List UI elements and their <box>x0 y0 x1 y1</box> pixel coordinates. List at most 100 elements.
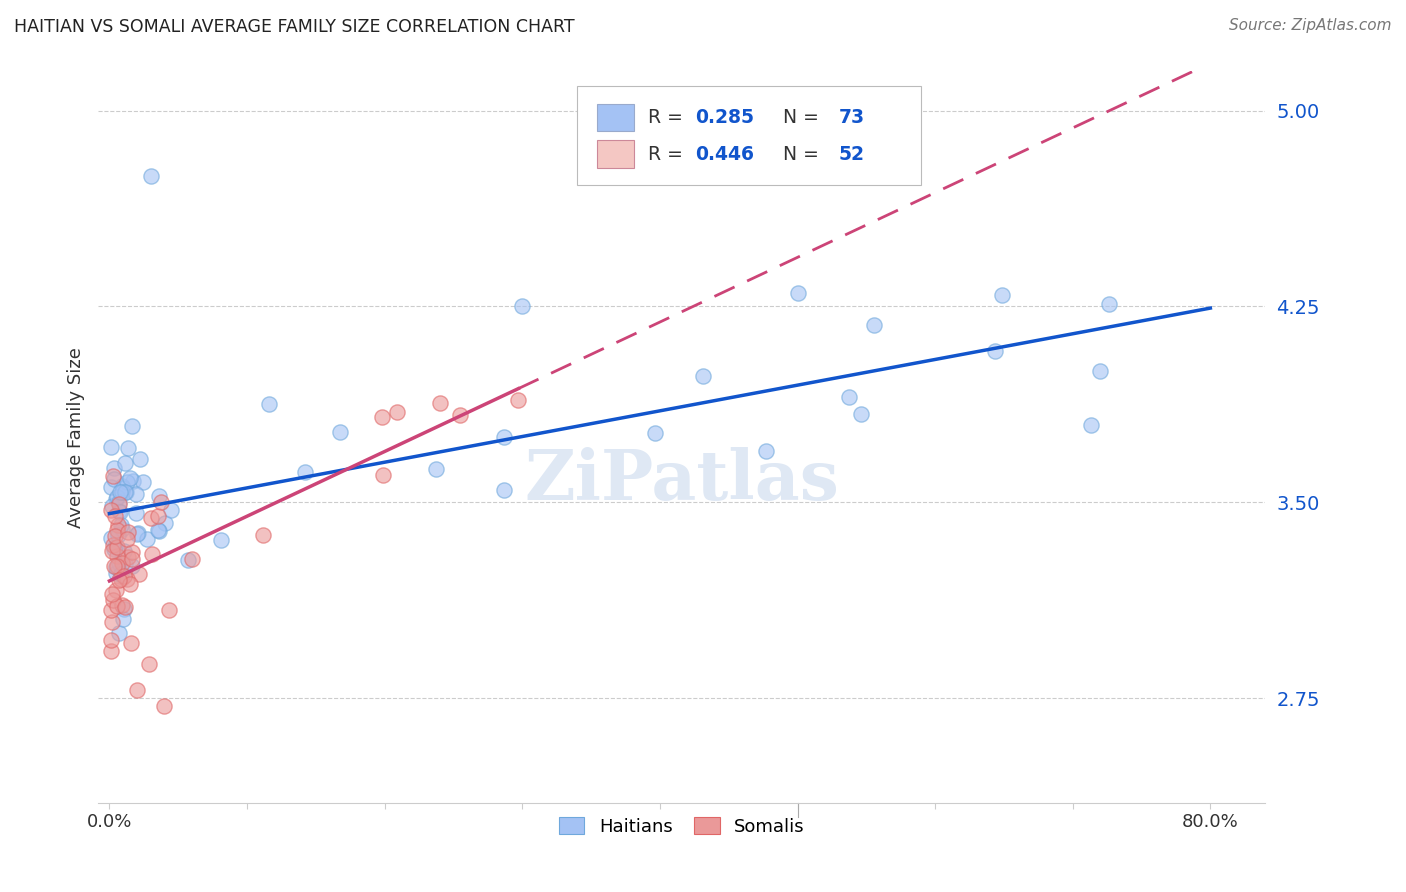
Text: N =: N = <box>770 145 824 163</box>
Point <box>103 461 125 475</box>
Point <box>114 599 136 614</box>
Point <box>117 524 139 539</box>
Point <box>387 405 409 419</box>
Point <box>100 480 122 494</box>
Point <box>644 425 666 440</box>
Point <box>838 390 860 404</box>
Point <box>138 657 160 671</box>
Point <box>103 472 125 486</box>
Text: 0.446: 0.446 <box>695 145 754 163</box>
Point <box>110 505 132 519</box>
Point <box>103 592 125 607</box>
Text: HAITIAN VS SOMALI AVERAGE FAMILY SIZE CORRELATION CHART: HAITIAN VS SOMALI AVERAGE FAMILY SIZE CO… <box>14 18 575 36</box>
Point <box>107 518 129 533</box>
Point <box>111 484 134 499</box>
Point <box>108 556 131 570</box>
Point <box>692 368 714 383</box>
Point <box>108 504 131 518</box>
Text: N =: N = <box>770 108 824 127</box>
Point <box>329 425 352 439</box>
Point <box>110 598 132 612</box>
Point <box>100 615 122 630</box>
Point <box>149 495 172 509</box>
Point <box>132 475 155 489</box>
Point <box>128 566 150 581</box>
Point <box>112 481 135 495</box>
Point <box>148 489 170 503</box>
Point <box>118 577 141 591</box>
Point <box>851 407 873 421</box>
FancyBboxPatch shape <box>576 86 921 185</box>
Y-axis label: Average Family Size: Average Family Size <box>66 347 84 527</box>
Point <box>180 552 202 566</box>
Point <box>111 612 134 626</box>
Point <box>786 286 808 301</box>
Point <box>100 603 122 617</box>
Point <box>114 457 136 471</box>
Point <box>127 527 149 541</box>
Point <box>108 494 131 508</box>
Point <box>755 443 778 458</box>
Point <box>100 633 122 648</box>
Point <box>122 475 145 489</box>
Point <box>114 557 136 571</box>
Point <box>209 533 232 547</box>
Point <box>1080 417 1102 432</box>
Point <box>990 288 1012 302</box>
Point <box>125 683 148 698</box>
Point <box>100 644 122 658</box>
Point <box>146 508 169 523</box>
Point <box>148 524 170 539</box>
Point <box>1098 296 1121 310</box>
Point <box>115 485 138 500</box>
Point <box>114 484 136 499</box>
Point <box>100 503 122 517</box>
Point <box>121 544 143 558</box>
Point <box>105 549 128 563</box>
Text: 52: 52 <box>838 145 865 163</box>
Point <box>121 636 143 650</box>
Point <box>108 497 131 511</box>
Point <box>125 506 148 520</box>
Point <box>111 556 134 570</box>
Point <box>121 552 143 566</box>
Point <box>110 518 132 533</box>
Point <box>105 559 128 574</box>
Point <box>429 396 451 410</box>
Point <box>105 540 128 554</box>
Point <box>494 430 516 444</box>
Point <box>121 558 143 573</box>
Point <box>121 419 143 434</box>
Point <box>139 169 162 183</box>
Point <box>120 471 142 485</box>
Point <box>105 491 128 505</box>
Point <box>112 602 135 616</box>
Point <box>153 516 176 530</box>
FancyBboxPatch shape <box>596 140 634 168</box>
Point <box>257 396 280 410</box>
Point <box>148 523 170 537</box>
Point <box>103 559 125 574</box>
Point <box>111 567 134 582</box>
Point <box>112 568 135 582</box>
Point <box>101 544 124 558</box>
Point <box>160 503 183 517</box>
Point <box>111 522 134 536</box>
Point <box>128 452 150 467</box>
Point <box>108 626 131 640</box>
Point <box>115 475 138 489</box>
Point <box>508 393 530 408</box>
Point <box>110 567 132 582</box>
Point <box>104 582 127 597</box>
Point <box>510 300 533 314</box>
Point <box>107 527 129 541</box>
Point <box>112 544 135 558</box>
Point <box>115 532 138 546</box>
Legend: Haitians, Somalis: Haitians, Somalis <box>550 808 814 845</box>
Point <box>100 531 122 545</box>
Point <box>294 466 316 480</box>
Point <box>127 526 149 541</box>
Point <box>107 573 129 587</box>
Point <box>141 548 163 562</box>
Point <box>494 483 516 497</box>
